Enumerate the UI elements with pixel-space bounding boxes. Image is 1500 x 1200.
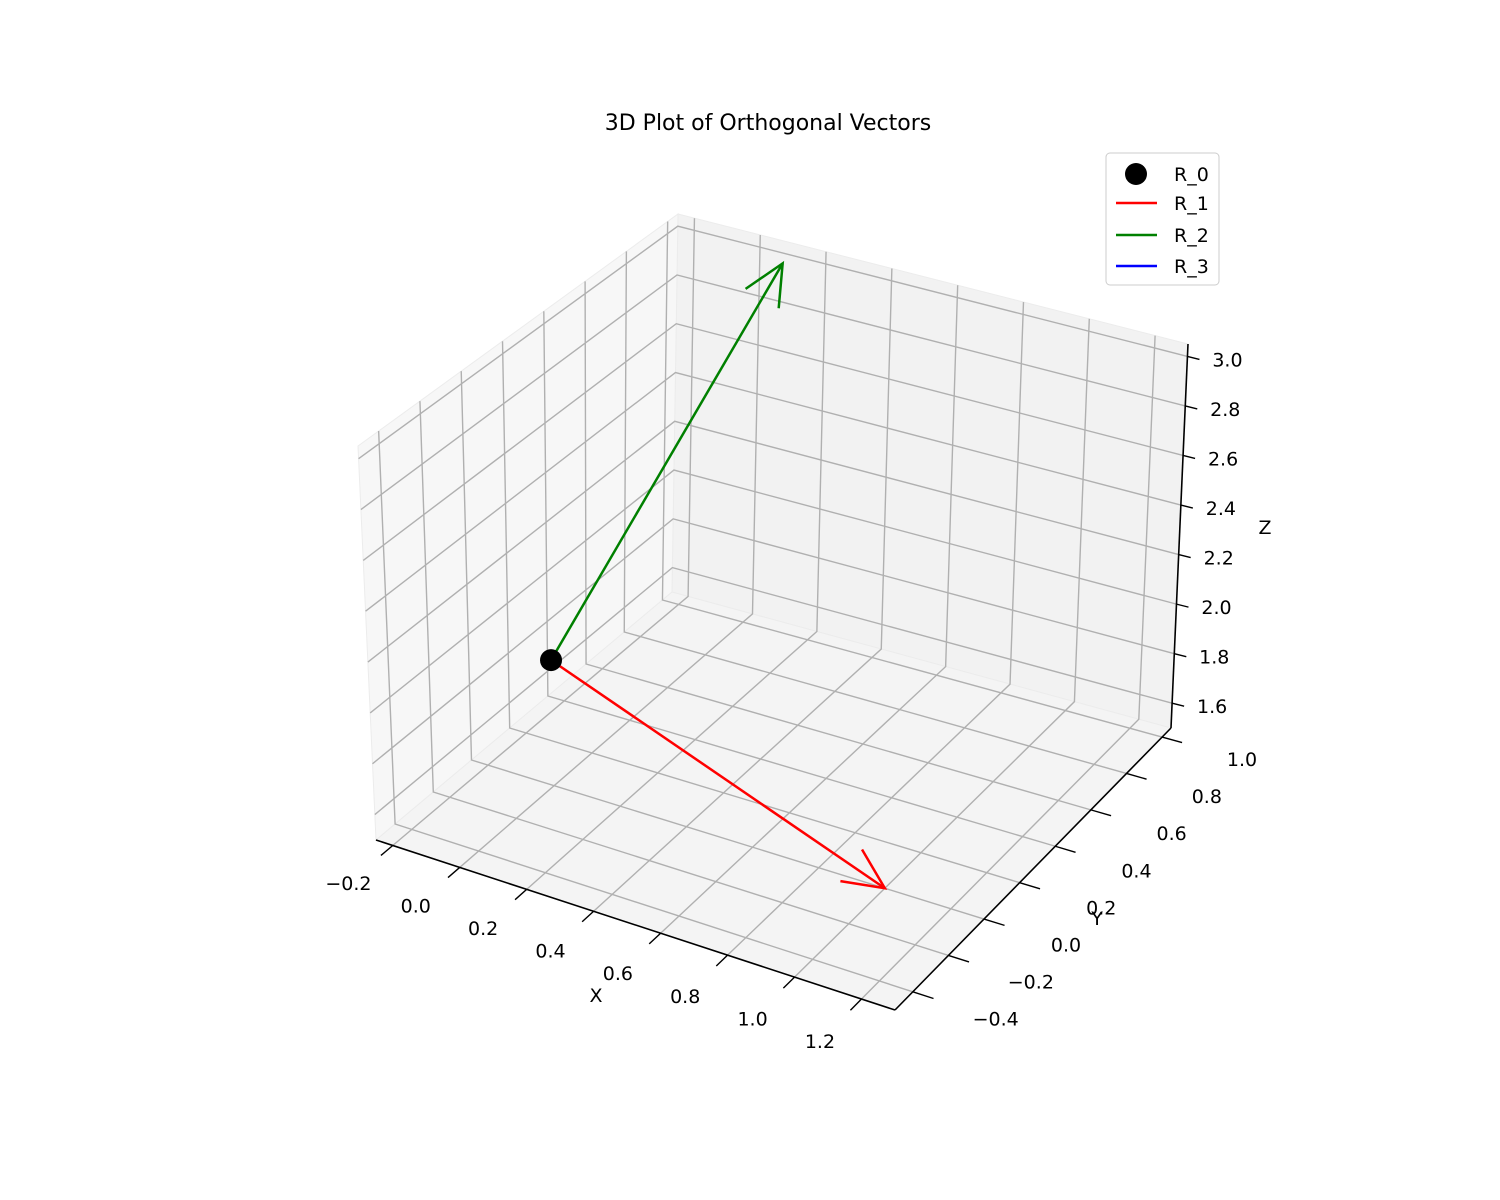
y-tick [1090,809,1112,817]
legend-frame [1105,152,1220,286]
z-tick [1187,355,1200,361]
z-tick [1176,603,1189,608]
z-gridline [362,322,1184,561]
legend: R_0 R_1 R_2 R_3 [1105,152,1220,286]
y-tick-label: 1.0 [1227,749,1257,771]
y-tick [1161,736,1183,744]
x-tick [648,932,662,945]
x-gridline [861,335,1156,1000]
z-gridline [367,420,1179,663]
grid-lines [358,218,1188,1000]
z-tick-label: 2.0 [1201,597,1231,619]
z-axis-title: Z [1258,517,1271,539]
tick-marks [380,355,1200,1011]
z-tick-label: 2.4 [1206,498,1236,520]
z-tick [1180,504,1194,509]
z-tick-label: 2.6 [1208,448,1238,470]
x-tick-label: −0.2 [325,873,371,895]
x-tick-label: 0.4 [535,941,565,963]
x-tick [380,844,394,856]
vector-r2-arrowhead [744,260,785,309]
y-gridline [623,251,1127,775]
vector-r2 [549,262,784,661]
y-gridline [377,431,914,993]
x-tick-label: 0.2 [468,918,498,940]
x-gridline [392,218,696,847]
legend-label-r3: R_3 [1174,256,1209,278]
y-axis-line [894,727,1172,1011]
y-gridline [584,281,1092,811]
y-tick [983,918,1005,927]
x-tick [849,998,863,1011]
y-tick [1019,881,1041,890]
y-axis-title: Y [1090,908,1103,930]
x-gridline [727,302,1025,956]
x-axis-title: X [589,985,602,1007]
legend-label-r0: R_0 [1174,164,1209,186]
x-gridline [459,234,761,868]
y-tick-label: 0.6 [1157,823,1187,845]
x-tick [715,954,729,967]
y-tick [1055,845,1076,853]
vector-r1 [550,659,886,890]
x-tick [782,976,796,989]
z-tick-label: 3.0 [1212,349,1242,371]
x-gridline [794,318,1090,978]
y-gridline [460,371,985,920]
x-tick-label: 0.6 [603,963,633,985]
z-tick-label: 2.2 [1204,548,1234,570]
legend-label-r2: R_2 [1174,225,1209,247]
y-gridline [501,341,1020,884]
z-tick [1185,405,1198,410]
y-tick-label: 0.0 [1051,934,1081,956]
x-tick-label: 1.0 [737,1008,767,1030]
axis-lines [375,343,1189,1011]
y-tick-label: −0.2 [1008,972,1054,994]
z-tick [1178,553,1191,559]
z-tick [1171,702,1185,707]
z-tick-label: 1.8 [1199,647,1229,669]
y-tick-label: 0.2 [1086,897,1116,919]
z-gridline [374,566,1173,816]
z-tick-label: 2.8 [1210,399,1240,421]
z-tick [1182,454,1196,460]
z-gridline [369,469,1177,714]
y-tick-label: −0.4 [973,1009,1019,1031]
y-gridline [661,221,1163,738]
y-tick [912,991,934,1000]
x-tick-label: 0.8 [670,986,700,1008]
z-gridline [360,274,1186,511]
y-gridline [543,311,1056,847]
vector-series [540,260,888,890]
x-gridline [526,251,827,890]
y-tick-label: 0.4 [1121,860,1151,882]
z-axis-line [1170,343,1189,729]
z-tick [1174,652,1187,658]
x-gridline [660,285,959,934]
legend-marker-r0 [1125,163,1147,185]
chart-title: 3D Plot of Orthogonal Vectors [605,111,932,136]
tick-labels: −0.20.00.20.40.60.81.01.2−0.4−0.20.00.20… [325,349,1257,1053]
x-tick-label: 1.2 [805,1031,835,1053]
x-tick [514,888,528,901]
z-tick-label: 1.6 [1197,696,1227,718]
x-gridline [593,268,893,912]
x-tick-label: 0.0 [401,895,431,917]
z-gridline [372,518,1175,765]
z-gridline [358,225,1188,460]
legend-label-r1: R_1 [1174,193,1209,215]
y-tick [1126,772,1147,780]
vector-r1-arrowhead [840,848,888,890]
y-tick [948,954,970,963]
x-axis-line [375,839,896,1011]
origin-point-r0 [540,649,563,672]
x-tick [581,910,595,923]
y-tick-label: 0.8 [1192,786,1222,808]
x-tick [447,866,461,879]
z-gridline [365,371,1182,612]
y-gridline [419,401,949,957]
